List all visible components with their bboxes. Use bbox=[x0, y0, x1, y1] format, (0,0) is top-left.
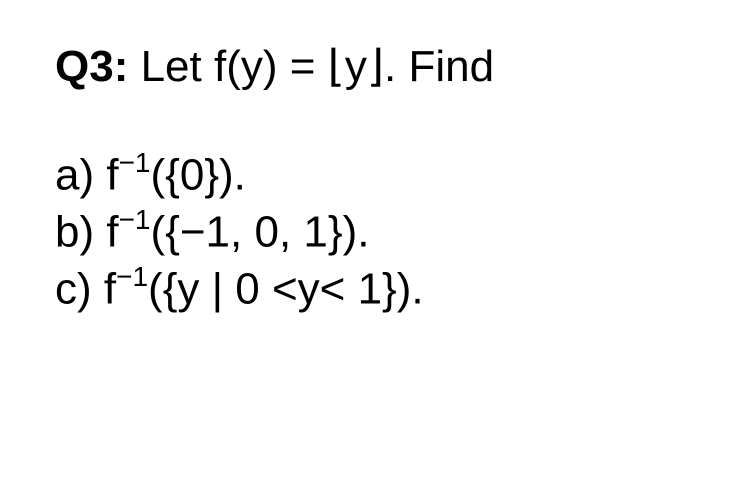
floor-right-bracket: ⌋ bbox=[367, 42, 384, 91]
question-header: Q3: Let f(y) = ⌊y⌋. Find bbox=[55, 38, 695, 95]
part-c-label: c) f bbox=[55, 265, 116, 314]
question-prompt-before: Let f(y) = bbox=[128, 42, 327, 91]
part-b-exponent: −1 bbox=[119, 204, 151, 235]
question-label: Q3: bbox=[55, 42, 128, 91]
part-c-exponent: −1 bbox=[116, 261, 148, 292]
part-a: a) f−1({0}). bbox=[55, 147, 695, 204]
part-c-argument: ({y | 0 <y< 1}). bbox=[148, 265, 424, 314]
question-prompt-after: . Find bbox=[384, 42, 494, 91]
part-b-argument: ({−1, 0, 1}). bbox=[151, 208, 370, 257]
part-c: c) f−1({y | 0 <y< 1}). bbox=[55, 261, 695, 318]
parts-container: a) f−1({0}). b) f−1({−1, 0, 1}). c) f−1(… bbox=[55, 147, 695, 318]
part-a-argument: ({0}). bbox=[151, 151, 246, 200]
part-b-label: b) f bbox=[55, 208, 119, 257]
part-a-label: a) f bbox=[55, 151, 119, 200]
floor-variable: y bbox=[345, 42, 367, 91]
floor-left-bracket: ⌊ bbox=[328, 42, 345, 91]
part-a-exponent: −1 bbox=[119, 147, 151, 178]
part-b: b) f−1({−1, 0, 1}). bbox=[55, 204, 695, 261]
